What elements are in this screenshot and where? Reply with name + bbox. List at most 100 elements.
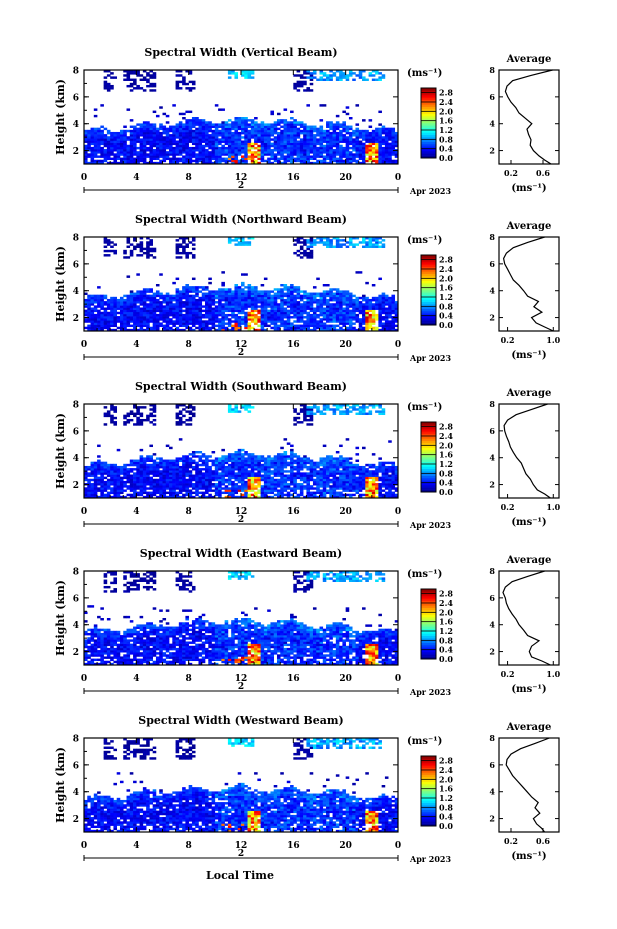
heatmap-cell [159,316,163,319]
heatmap-cell [303,311,307,315]
heatmap-cell [162,149,167,152]
heatmap-cell [139,125,144,128]
heatmap-cell [378,305,382,308]
heatmap-cell [106,480,111,484]
heatmap-cell [231,328,235,332]
heatmap-cell [227,463,232,467]
heatmap-cell [244,286,248,289]
heatmap-cell [303,146,307,150]
heatmap-cell [116,472,121,475]
heatmap-cell [211,470,216,473]
heatmap-cell [142,161,147,165]
heatmap-cell [110,478,114,482]
heatmap-cell [352,134,356,137]
heatmap-cell [178,495,183,499]
heatmap-cell [152,142,157,146]
heatmap-cell [169,463,173,467]
heatmap-cell [342,322,346,325]
heatmap-cell [231,134,235,137]
heatmap-cell [270,123,275,126]
heatmap-cell [221,480,225,484]
heatmap-cell [316,138,320,141]
heatmap-cell [139,155,144,158]
heatmap-cell [136,136,140,139]
heatmap-cell [231,485,235,488]
heatmap-cell [191,476,196,480]
heatmap-cell [182,286,186,289]
heatmap-cell [280,134,284,137]
heatmap-cell [113,463,118,467]
heatmap-cell [90,320,95,323]
heatmap-cell [241,316,245,319]
heatmap-cell [155,461,160,465]
heatmap-cell [234,406,239,409]
heatmap-cell [293,326,297,330]
heatmap-cell [139,480,144,484]
heatmap-cell [172,461,176,465]
heatmap-cell [375,140,379,143]
heatmap-cell [224,161,229,165]
heatmap-cell [113,421,118,424]
colorbar-tick-label: 0.4 [439,144,453,154]
heatmap-cell [234,410,239,413]
heatmap-cell [335,131,340,135]
heatmap-cell [165,313,170,317]
heatmap-cell [103,326,108,330]
heatmap-cell [250,313,255,317]
heatmap-cell [211,155,216,158]
heatmap-cell [133,491,137,495]
heatmap-cell [119,157,124,161]
heatmap-cell [276,288,281,291]
heatmap-cell [100,468,104,471]
heatmap-cell [234,127,239,131]
heatmap-cell [90,134,95,137]
heatmap-cell [208,129,212,133]
heatmap-cell [335,136,340,139]
heatmap-cell [326,140,330,143]
heatmap-cell [221,149,225,152]
heatmap-cell [198,151,203,154]
heatmap-cell [100,305,104,308]
heatmap-cell [345,129,350,133]
heatmap-cell [90,303,95,306]
heatmap-cell [283,292,288,295]
heatmap-cell [84,478,88,482]
heatmap-cell [244,138,248,141]
heatmap-cell [326,237,330,240]
heatmap-cell [113,305,118,308]
heatmap-cell [306,324,310,328]
heatmap-cell [110,136,114,139]
heatmap-cell [87,144,91,148]
heatmap-cell [162,465,167,469]
heatmap-cell [188,406,193,409]
heatmap-cell [113,423,118,426]
heatmap-cell [201,119,206,122]
heatmap-cell [165,142,170,146]
heatmap-cell [309,125,314,128]
heatmap-cell [205,474,209,477]
heatmap-cell [322,309,327,313]
heatmap-cell [188,127,193,131]
heatmap-cell [218,142,222,146]
heatmap-cell [391,326,396,330]
heatmap-cell [316,326,320,330]
heatmap-cell [312,153,317,156]
heatmap-cell [329,309,333,313]
heatmap-cell [312,127,317,131]
heatmap-cell [378,298,382,302]
heatmap-cell [84,161,88,165]
heatmap-cell [110,414,114,418]
heatmap-cell [329,155,333,158]
heatmap-cell [224,290,229,293]
heatmap-cell [146,123,150,126]
heatmap-cell [227,410,232,413]
heatmap-cell [133,303,137,306]
heatmap-cell [142,457,147,460]
heatmap-cell [231,495,235,499]
heatmap-cell [142,470,147,473]
heatmap-cell [93,153,98,156]
heatmap-cell [391,311,396,315]
heatmap-cell [312,151,317,154]
heatmap-cell [263,318,268,321]
heatmap-cell [129,161,134,165]
